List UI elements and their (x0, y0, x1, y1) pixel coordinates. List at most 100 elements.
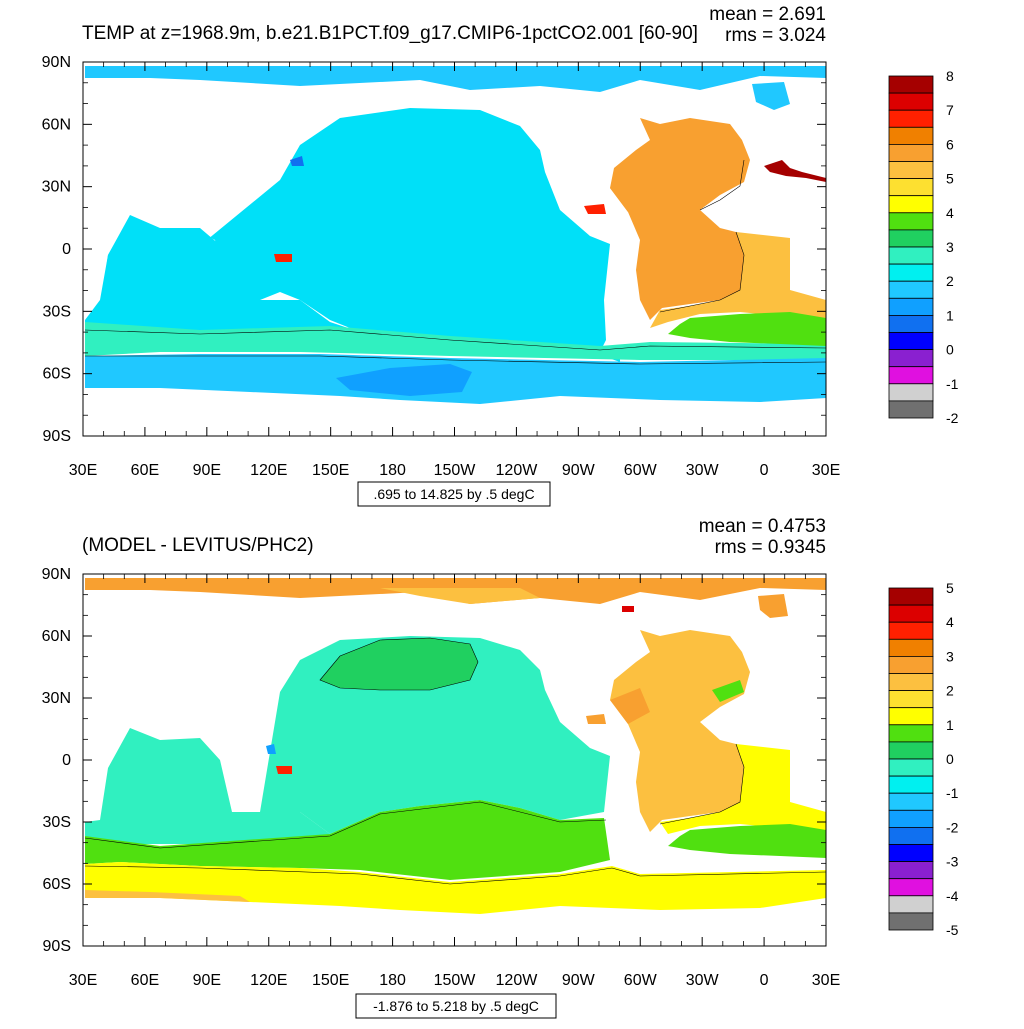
top-colorbar-label: 3 (946, 239, 954, 255)
bottom-colorbar-label: -4 (946, 888, 959, 904)
bottom-y-tick-label: 60S (43, 876, 71, 893)
top-region-arctic (85, 66, 826, 92)
top-colorbar-swatch (888, 161, 934, 180)
bottom-colorbar-swatch (888, 809, 934, 828)
top-x-tick-label: 60W (624, 462, 658, 479)
bottom-colorbar-swatch (888, 827, 934, 845)
top-y-tick-label: 30N (42, 179, 71, 196)
bottom-colorbar-label: -2 (946, 819, 959, 835)
top-colorbar-swatch (888, 332, 934, 351)
top-y-tick-label: 90N (42, 54, 71, 71)
top-x-tick-label: 30W (686, 462, 720, 479)
top-colorbar-swatch (888, 400, 934, 419)
bottom-x-tick-label: 0 (760, 972, 769, 989)
top-colorbar-label: 6 (946, 136, 954, 152)
bottom-x-tick-label: 30E (69, 972, 97, 989)
bottom-colorbar-label: -5 (946, 922, 959, 938)
top-x-tick-label: 90W (562, 462, 596, 479)
top-colorbar-swatch (888, 263, 934, 282)
top-contour-4 (699, 159, 745, 211)
top-region-south-atlantic-band (668, 312, 826, 346)
bottom-colorbar-swatch (888, 656, 934, 674)
top-colorbar-label: 7 (946, 102, 954, 118)
top-contour-1 (84, 329, 827, 351)
top-mean: mean = 2.691 (709, 4, 826, 25)
bottom-y-tick-label: 90N (42, 566, 71, 583)
bottom-x-tick-label: 120E (250, 972, 287, 989)
top-title: TEMP at z=1968.9m, b.e21.B1PCT.f09_g17.C… (82, 23, 698, 44)
top-region-labrador (610, 176, 650, 212)
bottom-colorbar-swatch (888, 707, 934, 726)
top-colorbar-label: 0 (946, 342, 954, 358)
top-colorbar-swatch (888, 75, 934, 94)
top-x-tick-label: 30E (69, 462, 97, 479)
bottom-x-tick-label: 60E (131, 972, 159, 989)
top-region-redsea (274, 254, 292, 262)
bottom-ticks: 30E 60E 90E 120E 150E 180 150W 120W 90W 60W 30W 0 30… (42, 566, 841, 989)
bottom-colorbar-swatch (888, 673, 934, 692)
top-y-tick-label: 60S (43, 366, 71, 383)
bottom-region-north-atlantic (610, 630, 750, 832)
top-region-indian-west (85, 215, 360, 332)
bottom-region-labrador (610, 688, 650, 724)
top-colorbar-swatch (888, 280, 934, 299)
bottom-x-tick-label: 90E (193, 972, 221, 989)
top-map (84, 66, 827, 404)
top-x-tick-label: 180 (379, 462, 406, 479)
top-region-southern-band (85, 322, 826, 360)
bottom-colorbar-label: -3 (946, 854, 959, 870)
top-colorbar-swatch (888, 212, 934, 231)
bottom-region-south-pacific (85, 800, 610, 880)
top-region-med (764, 160, 826, 182)
bottom-colorbar-swatch (888, 604, 934, 623)
top-colorbar-label: 5 (946, 171, 954, 187)
bottom-region-south-atlantic (660, 744, 826, 834)
bottom-colorbar-label: 3 (946, 648, 954, 664)
bottom-colorbar-swatch (888, 758, 934, 777)
top-colorbar-label: 8 (946, 68, 954, 84)
bottom-contour-4 (659, 743, 745, 825)
top-x-tick-label: 120W (496, 462, 539, 479)
bottom-x-tick-label: 30W (686, 972, 720, 989)
bottom-region-redsea (276, 766, 292, 774)
bottom-colorbar-label: -1 (946, 785, 959, 801)
top-colorbar-label: 1 (946, 307, 954, 323)
bottom-region-north-pacific (320, 638, 478, 690)
bottom-map (84, 578, 827, 914)
bottom-region-green-north-atlantic (712, 680, 744, 702)
bottom-x-tick-label: 180 (379, 972, 406, 989)
top-y-tick-label: 0 (62, 241, 71, 258)
top-colorbar-swatch (888, 109, 934, 128)
bottom-region-gulf (586, 714, 606, 724)
top-region-gulf (584, 204, 606, 214)
bottom-contour-3 (319, 637, 479, 691)
bottom-x-tick-label: 60W (624, 972, 658, 989)
bottom-region-pacific-indian (85, 728, 360, 844)
top-region-ross (336, 364, 472, 396)
bottom-region-arctic-yellow (380, 588, 540, 604)
bottom-y-tick-label: 30S (43, 814, 71, 831)
bottom-region-med (622, 606, 634, 612)
top-x-tick-label: 0 (760, 462, 769, 479)
bottom-panel: (MODEL - LEVITUS/PHC2) mean = 0.4753 rms… (42, 516, 959, 1019)
top-colorbar-swatch (888, 366, 934, 385)
top-colorbar-swatch (888, 126, 934, 145)
bottom-colorbar-swatch (888, 912, 934, 931)
bottom-x-tick-label: 30E (812, 972, 840, 989)
top-colorbar-label: 4 (946, 205, 954, 221)
top-region-south-atlantic (650, 232, 826, 328)
top-rms: rms = 3.024 (725, 25, 826, 46)
bottom-colorbar-label: 1 (946, 717, 954, 733)
bottom-colorbar-swatch (888, 587, 934, 606)
bottom-contour-info-box (355, 993, 557, 1019)
bottom-mean: mean = 0.4753 (699, 516, 826, 537)
top-y-tick-label: 60N (42, 116, 71, 133)
top-colorbar-label: -1 (946, 376, 959, 392)
top-y-tick-label: 30S (43, 303, 71, 320)
bottom-contour-2 (84, 865, 827, 885)
bottom-colorbar-label: 4 (946, 614, 954, 630)
top-y-tick-label: 90S (43, 428, 71, 445)
top-colorbar-swatch (888, 92, 934, 111)
bottom-colorbar-swatch (888, 638, 934, 657)
